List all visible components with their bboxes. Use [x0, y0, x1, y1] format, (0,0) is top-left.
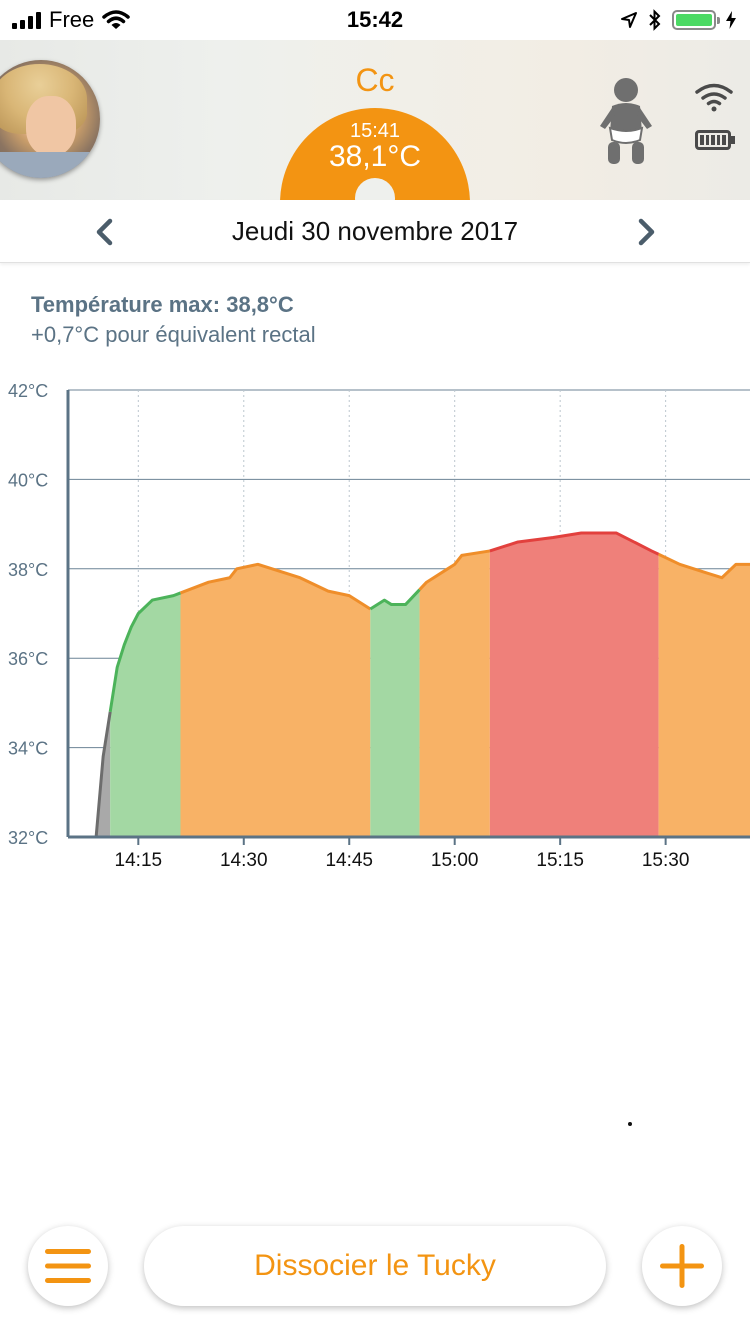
zone-area-orange	[658, 554, 750, 837]
y-tick-label: 36°C	[8, 649, 48, 669]
x-tick-label: 15:30	[642, 850, 690, 871]
gauge-temperature: 38,1°C	[328, 140, 422, 173]
temperature-chart[interactable]: 42°C 40°C 38°C 36°C 34°C 32°C 14:15 14:30 14:45 1…	[0, 370, 750, 880]
battery-icon	[695, 130, 735, 150]
menu-icon	[45, 1249, 91, 1283]
date-label: Jeudi 30 novembre 2017	[231, 216, 519, 246]
y-tick-label: 34°C	[8, 739, 48, 759]
add-button[interactable]	[642, 1226, 722, 1306]
x-tick-label: 15:15	[536, 850, 584, 871]
max-temperature: Température max: 38,8°C	[31, 292, 294, 317]
series-line-gray	[94, 711, 112, 838]
status-bar: Free 15:42	[0, 0, 750, 40]
chevron-left-icon[interactable]	[86, 212, 126, 252]
avatar[interactable]	[0, 60, 100, 178]
stray-dot	[628, 1122, 632, 1126]
zone-area-orange	[180, 564, 371, 837]
chevron-right-icon[interactable]	[626, 212, 666, 252]
series-line-orange	[657, 552, 750, 580]
x-tick-label: 14:15	[115, 850, 163, 871]
battery-status-icon	[672, 10, 720, 30]
location-icon	[621, 12, 637, 28]
rectal-note: +0,7°C pour équivalent rectal	[31, 322, 316, 347]
wifi-status-icon	[102, 10, 130, 29]
date-navigation: Jeudi 30 novembre 2017	[0, 200, 750, 263]
charging-icon	[726, 11, 736, 29]
zone-area-green	[370, 589, 420, 837]
gauge-time: 15:41	[349, 120, 401, 142]
y-tick-label: 38°C	[8, 560, 48, 580]
status-right-group	[620, 9, 736, 31]
series-line-red	[489, 531, 660, 556]
child-name: Cc	[355, 62, 395, 98]
wifi-icon	[695, 83, 733, 112]
series-line-orange	[179, 562, 372, 611]
signal-icon	[12, 11, 41, 29]
zone-area-orange	[419, 550, 490, 837]
series-line-orange	[418, 549, 491, 591]
header-banner: Cc 15:41 38,1°C	[0, 40, 750, 200]
series-line-green	[369, 588, 421, 611]
plus-icon	[660, 1244, 704, 1288]
x-tick-label: 14:30	[220, 850, 268, 871]
bluetooth-icon	[649, 9, 661, 31]
y-tick-label: 40°C	[8, 470, 48, 490]
x-tick-label: 14:45	[325, 850, 373, 871]
menu-button[interactable]	[28, 1226, 108, 1306]
x-tick-label: 15:00	[431, 850, 479, 871]
y-tick-label: 42°C	[8, 381, 48, 401]
series-line-green	[108, 591, 182, 713]
baby-icon[interactable]	[596, 76, 656, 168]
y-tick-label: 32°C	[8, 828, 48, 848]
carrier-name: Free	[49, 7, 95, 32]
zone-area-green	[110, 592, 181, 837]
zone-area-red	[489, 533, 659, 837]
dissociate-button[interactable]: Dissocier le Tucky	[144, 1226, 606, 1306]
carrier-group: Free	[12, 7, 130, 33]
